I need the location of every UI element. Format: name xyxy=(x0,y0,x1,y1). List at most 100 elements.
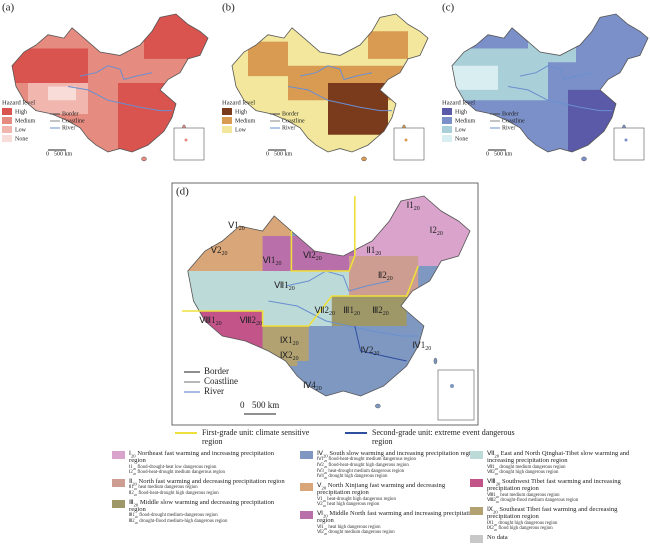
subregion: Ⅵ120 heat high dangerous region xyxy=(317,525,480,531)
scale-label: 0 xyxy=(46,151,49,157)
map-patch xyxy=(12,48,88,83)
inset-island xyxy=(404,138,408,142)
region-label: Ⅷ220 xyxy=(240,315,262,327)
subregion-sub: 20 xyxy=(134,515,139,520)
subregion-text: flood-heat-drought high dangerous region xyxy=(138,491,219,496)
region-code: Ⅲ1 xyxy=(343,305,354,315)
region-sub: 20 xyxy=(387,276,393,282)
unit-legend: Second-grade unit: extreme event dangero… xyxy=(345,428,520,446)
region-label: Ⅶ220 xyxy=(314,305,335,317)
subregion: Ⅸ120 drought high dangerous region xyxy=(487,521,648,527)
subregion: Ⅳ120 flood-heat-drought medium dangerous… xyxy=(317,457,477,463)
subregion-sub: 20 xyxy=(323,526,328,531)
region-label: Ⅷ120 xyxy=(199,315,221,327)
region-code: Ⅸ2 xyxy=(280,350,293,360)
region-code: Ⅸ xyxy=(487,506,494,513)
scale-label: 500 km xyxy=(494,151,513,157)
region-sub: 20 xyxy=(375,251,381,257)
region-label: Ⅲ220 xyxy=(372,305,389,317)
first-grade-boundary xyxy=(290,196,356,272)
subregion-code: Ⅴ2 xyxy=(317,502,323,508)
region-code: Ⅲ2 xyxy=(372,305,383,315)
legend-swatch xyxy=(442,117,452,124)
legend-label: River xyxy=(62,125,75,131)
first-grade-boundary xyxy=(182,265,419,327)
subregion-text: drought high dangerous region xyxy=(498,520,558,526)
region-text: No data xyxy=(487,534,508,541)
region-text: Ⅸ20 Southeast Tibet fast warming and dec… xyxy=(487,506,648,532)
region-label: Ⅳ420 xyxy=(303,380,322,392)
region-label: Ⅰ120 xyxy=(407,200,420,212)
inset-island xyxy=(184,138,188,142)
region-code: Ⅶ2 xyxy=(314,305,329,315)
subregion-sub: 20 xyxy=(133,487,138,492)
subregion: Ⅲ120 flood-drought medium-dangerous regi… xyxy=(129,513,292,519)
region-name: No data xyxy=(487,534,508,541)
region-entry: No data xyxy=(470,534,648,543)
region-sub: 20 xyxy=(354,311,360,317)
panel-label: (a) xyxy=(2,2,15,14)
subregion-code: Ⅲ2 xyxy=(129,519,135,524)
subregion-code: Ⅵ2 xyxy=(317,530,324,536)
river xyxy=(287,86,392,112)
map-patch xyxy=(48,86,76,101)
maps: (a)Hazard levelHighMediumLowNoneBorderCo… xyxy=(2,2,649,426)
scale-label: 500 km xyxy=(274,151,293,157)
scale-label: 500 km xyxy=(54,151,73,157)
subregion-text: drought-flood medium-high dangerous regi… xyxy=(139,519,228,524)
map-patch xyxy=(368,31,408,59)
unit-text: First-grade unit: climate sensitive regi… xyxy=(202,428,310,446)
legend-label: None xyxy=(455,136,468,142)
subregion: Ⅷ120 heat medium dangerous region xyxy=(487,493,648,499)
legend-swatch xyxy=(2,126,12,133)
legend-label: High xyxy=(15,109,27,115)
legend-label: Medium xyxy=(455,118,476,124)
region-swatch xyxy=(112,479,125,487)
region-label: Ⅶ120 xyxy=(274,280,295,292)
legend-label: High xyxy=(235,109,247,115)
region-name: North fast warming and decreasing precip… xyxy=(138,478,285,485)
panel-label: (b) xyxy=(222,2,235,14)
map-patch xyxy=(528,38,576,63)
inset-island xyxy=(624,138,628,142)
region-label: Ⅳ120 xyxy=(412,340,431,352)
legend-label: Border xyxy=(282,111,299,117)
subregion: Ⅶ120 drought medium dangerous region xyxy=(487,465,648,471)
subregion-code: Ⅶ2 xyxy=(487,470,495,476)
region-code: Ⅰ1 xyxy=(407,200,414,210)
subregion-text: heat-drought high dangerous region xyxy=(327,496,396,502)
river xyxy=(519,65,593,81)
region-code: Ⅳ1 xyxy=(412,340,425,350)
subregion: Ⅷ220 drought-flood medium dangerous regi… xyxy=(487,498,648,504)
region-code: Ⅷ xyxy=(487,478,496,485)
region-code: Ⅶ xyxy=(487,450,495,457)
subregion-code: Ⅰ2 xyxy=(129,470,133,476)
subregion-code: Ⅶ1 xyxy=(487,464,495,470)
legend-label: Border xyxy=(62,111,79,117)
inset-frame xyxy=(393,127,425,161)
scale-label: 0 xyxy=(266,151,269,157)
subregion-code: Ⅱ2 xyxy=(129,491,134,496)
subregion: Ⅸ220 flood high dangerous region xyxy=(487,526,648,532)
legend-label: Medium xyxy=(235,118,256,124)
map-patch xyxy=(349,256,419,301)
region-code: Ⅸ1 xyxy=(280,335,293,345)
region-sub: 20 xyxy=(256,321,262,327)
region-title: Ⅶ20 East and North Qinghai-Tibet slow wa… xyxy=(487,450,648,465)
region-entry: Ⅳ20 South slow warming and increasing pr… xyxy=(300,450,480,480)
panel-label: (c) xyxy=(442,2,455,14)
legend-column: Ⅶ20 East and North Qinghai-Tibet slow wa… xyxy=(470,450,648,545)
legend-label: None xyxy=(15,136,28,142)
region-label: Ⅸ120 xyxy=(280,335,299,347)
subregion-code: Ⅴ1 xyxy=(317,496,323,502)
river xyxy=(299,65,373,81)
region-code: Ⅴ1 xyxy=(228,220,239,230)
region-label: Ⅱ120 xyxy=(366,245,381,257)
region-title: Ⅵ20 Middle North fast warming and increa… xyxy=(317,510,480,525)
island xyxy=(361,156,367,162)
river xyxy=(67,86,172,112)
region-sub: 20 xyxy=(275,261,281,267)
region-code: Ⅳ xyxy=(317,450,324,457)
legend-label: Low xyxy=(235,127,247,133)
subregion: Ⅳ220 flood-heat-drought high dangerous r… xyxy=(317,463,477,469)
